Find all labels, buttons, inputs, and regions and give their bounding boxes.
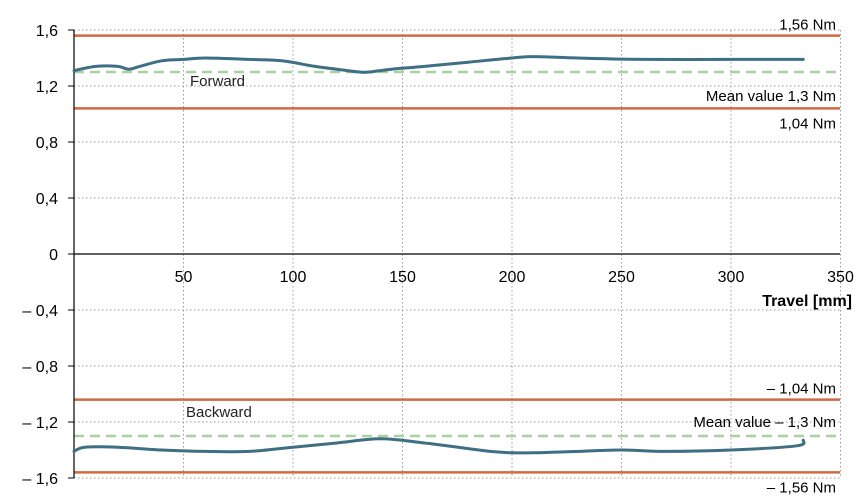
y-tick-label: 1,6 (36, 23, 58, 40)
axes: 50 100 150 200 250 300 350 1,6 1,2 0,8 0,4 0 – 0,4 – … (22, 23, 854, 488)
y-tick-label: 1,2 (36, 79, 58, 96)
y-tick-label: 0,8 (36, 135, 58, 152)
limit-label: 1,04 Nm (779, 115, 836, 132)
x-tick-label: 50 (175, 269, 193, 286)
x-tick-label: 150 (389, 269, 416, 286)
mean-label: Mean value 1,3 Nm (706, 88, 836, 105)
series-layer (72, 55, 806, 455)
backward-label: Backward (186, 404, 252, 421)
reference-lines: 1,56 Nm 1,04 Nm – 1,04 Nm – 1,56 Nm Mean val… (74, 17, 840, 496)
labels-layer: Travel [mm] Forward Backward (186, 73, 852, 421)
x-tick-label: 200 (499, 269, 526, 286)
mean-label: Mean value – 1,3 Nm (693, 414, 836, 431)
forward-label: Forward (190, 73, 245, 90)
x-axis-label: Travel [mm] (762, 293, 852, 310)
x-tick-label: 250 (608, 269, 635, 286)
limit-label: 1,56 Nm (779, 17, 836, 34)
x-tick-label: 300 (718, 269, 745, 286)
y-tick-label: – 1,2 (22, 415, 58, 432)
forward-series-line (72, 55, 805, 74)
backward-series-line (72, 437, 806, 455)
y-tick-label: – 1,6 (22, 471, 58, 488)
y-tick-label: – 0,8 (22, 359, 58, 376)
y-tick-label: 0 (49, 247, 58, 264)
limit-label: – 1,04 Nm (767, 381, 836, 398)
x-tick-label: 350 (827, 269, 854, 286)
y-tick-label: 0,4 (36, 191, 58, 208)
y-tick-label: – 0,4 (22, 303, 58, 320)
limit-label: – 1,56 Nm (767, 479, 836, 496)
x-tick-label: 100 (280, 269, 307, 286)
